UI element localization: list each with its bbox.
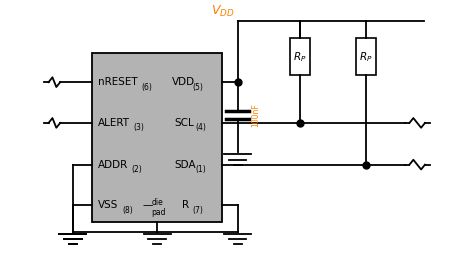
Text: nRESET: nRESET [98, 77, 138, 87]
Text: (6): (6) [142, 83, 152, 92]
Text: SCL: SCL [175, 118, 195, 128]
Text: (3): (3) [133, 123, 144, 132]
Text: die: die [151, 198, 163, 207]
Text: pad: pad [151, 208, 166, 217]
Text: $V_{DD}$: $V_{DD}$ [211, 4, 234, 19]
Text: (1): (1) [195, 165, 206, 174]
Text: (4): (4) [195, 123, 206, 132]
Text: (8): (8) [122, 206, 133, 215]
Text: VDD: VDD [172, 77, 195, 87]
Text: ALERT: ALERT [98, 118, 130, 128]
Bar [290, 39, 309, 75]
Text: ADDR: ADDR [98, 160, 128, 170]
Text: VSS: VSS [98, 200, 118, 210]
Bar [356, 39, 375, 75]
Text: (5): (5) [192, 83, 203, 92]
Text: —: — [143, 200, 153, 210]
Text: (2): (2) [131, 165, 142, 174]
Text: (7): (7) [192, 206, 203, 215]
Bar [92, 53, 222, 222]
Text: R: R [182, 200, 190, 210]
Text: $R_P$: $R_P$ [359, 50, 373, 64]
Text: SDA: SDA [175, 160, 196, 170]
Text: $R_P$: $R_P$ [293, 50, 307, 64]
Text: 100nF: 100nF [252, 103, 260, 127]
